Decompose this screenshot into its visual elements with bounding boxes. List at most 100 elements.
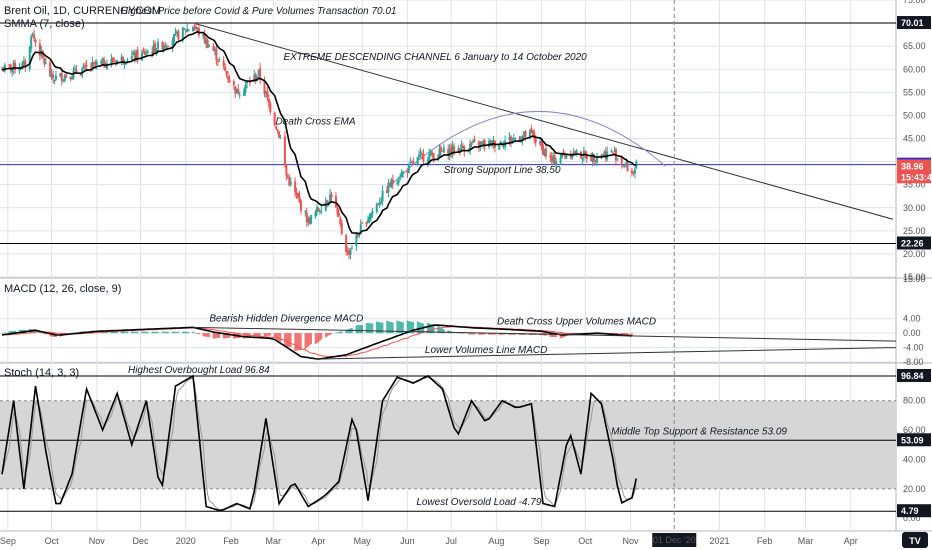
macd-histogram-bar bbox=[437, 325, 439, 334]
stoch-annotation: Highest Overbought Load 96.84 bbox=[128, 365, 270, 376]
price-badge-text: 22.26 bbox=[901, 238, 924, 248]
candle-body bbox=[330, 194, 333, 198]
candle-body bbox=[133, 53, 136, 60]
macd-histogram-bar bbox=[167, 331, 170, 334]
candle-body bbox=[103, 59, 106, 67]
candle-body bbox=[38, 43, 41, 56]
candle-body bbox=[267, 98, 270, 104]
candle-body bbox=[203, 33, 206, 43]
macd-histogram-bar bbox=[552, 333, 555, 338]
macd-histogram-bar bbox=[257, 333, 260, 337]
macd-histogram-bar bbox=[243, 333, 245, 339]
macd-histogram-bar bbox=[462, 333, 464, 334]
macd-histogram-bar bbox=[192, 331, 194, 334]
candle-body bbox=[410, 161, 413, 163]
candle-body bbox=[326, 200, 329, 203]
time-axis[interactable]: Sep Oct Nov Dec 2020 Feb Mar Apr May Jun Jul Aug Sep… bbox=[0, 0, 858, 547]
macd-annotation: Bearish Hidden Divergence MACD bbox=[209, 314, 363, 325]
candle-body bbox=[377, 203, 380, 205]
candle-body bbox=[8, 64, 11, 66]
candle-body bbox=[534, 138, 537, 143]
macd-histogram-bar bbox=[123, 331, 126, 334]
macd-histogram-bar bbox=[145, 331, 148, 334]
candle-body bbox=[124, 63, 127, 65]
candle-body bbox=[305, 212, 308, 223]
candle-body bbox=[623, 165, 626, 167]
candle-body bbox=[585, 155, 588, 160]
candle-body bbox=[123, 63, 126, 65]
macd-histogram-bar bbox=[460, 333, 463, 334]
candle-body bbox=[205, 39, 208, 45]
candle-body bbox=[253, 74, 256, 82]
price-pane[interactable]: 75.0070.0065.0060.0055.0050.0045.0040.00… bbox=[0, 0, 926, 282]
candle-body bbox=[369, 213, 372, 218]
macd-histogram-bar bbox=[380, 322, 382, 334]
candle-body bbox=[120, 56, 123, 61]
macd-histogram-bar bbox=[443, 329, 445, 334]
macd-histogram-bar bbox=[327, 333, 330, 336]
candle-body bbox=[232, 81, 235, 85]
candle-body bbox=[28, 46, 31, 70]
macd-histogram-bar bbox=[459, 333, 461, 334]
candle-body bbox=[151, 51, 154, 54]
candle-body bbox=[162, 45, 165, 50]
macd-histogram-bar bbox=[478, 333, 480, 335]
macd-histogram-bar bbox=[39, 331, 41, 334]
candle-body bbox=[367, 219, 370, 223]
macd-histogram-bar bbox=[626, 333, 629, 336]
macd-annotation: Lower Volumes Line MACD bbox=[425, 345, 547, 356]
candle-body bbox=[400, 172, 403, 178]
candle-body bbox=[581, 158, 584, 160]
macd-histogram-bar bbox=[348, 328, 350, 334]
candle-body bbox=[591, 153, 594, 163]
macd-histogram-bar bbox=[492, 333, 495, 335]
candle-body bbox=[356, 234, 359, 236]
stoch-annotation: Lowest Oversold Load -4.79 bbox=[416, 497, 542, 508]
candle-body bbox=[559, 157, 562, 164]
macd-histogram-bar bbox=[227, 333, 229, 338]
candle-body bbox=[409, 161, 412, 163]
macd-pane[interactable]: 15.00 4.00 0.00 -4.00 -8.00 Bearish Hidden Di… bbox=[0, 274, 926, 367]
candle-body bbox=[174, 31, 177, 33]
macd-histogram-bar bbox=[297, 333, 299, 351]
stoch-tick-label: 60.00 bbox=[903, 425, 926, 435]
candle-body bbox=[530, 128, 533, 132]
macd-histogram-bar bbox=[345, 330, 347, 334]
macd-histogram-bar bbox=[9, 331, 12, 334]
candle-body bbox=[234, 86, 237, 94]
macd-histogram-bar bbox=[202, 333, 205, 337]
macd-histogram-bar bbox=[387, 321, 390, 334]
candle-body bbox=[336, 208, 339, 214]
price-badge-text: 70.01 bbox=[901, 18, 924, 28]
candle-body bbox=[122, 57, 125, 63]
macd-histogram-bar bbox=[224, 333, 226, 339]
candle-body bbox=[167, 45, 170, 47]
candle-body bbox=[21, 62, 24, 70]
candle-body bbox=[469, 143, 472, 151]
candle-body bbox=[145, 53, 148, 55]
stoch-tick-label: 40.00 bbox=[903, 454, 926, 464]
macd-histogram-bar bbox=[441, 328, 444, 334]
macd-histogram-bar bbox=[165, 331, 168, 334]
stoch-badge-text: 53.09 bbox=[901, 435, 924, 445]
macd-histogram-bar bbox=[154, 331, 156, 334]
candle-body bbox=[361, 222, 364, 224]
macd-histogram-bar bbox=[164, 331, 167, 334]
macd-histogram-bar bbox=[110, 331, 113, 334]
candle-body bbox=[194, 26, 197, 29]
tradingview-logo-text: TV bbox=[909, 536, 921, 546]
macd-histogram-bar bbox=[346, 329, 349, 334]
stoch-pane[interactable]: 80.00 60.00 40.00 20.00 0.00 Highest Overboug… bbox=[0, 365, 926, 523]
candle-body bbox=[612, 152, 615, 154]
candle-body bbox=[482, 141, 485, 145]
candle-body bbox=[620, 157, 623, 164]
candle-body bbox=[613, 151, 616, 153]
macd-histogram-bar bbox=[269, 333, 272, 336]
candle-body bbox=[276, 129, 279, 131]
price-tick-label: 65.00 bbox=[903, 41, 926, 51]
candle-body bbox=[43, 58, 46, 64]
candle-body bbox=[595, 158, 598, 163]
candle-body bbox=[511, 139, 514, 141]
candle-body bbox=[222, 60, 225, 67]
